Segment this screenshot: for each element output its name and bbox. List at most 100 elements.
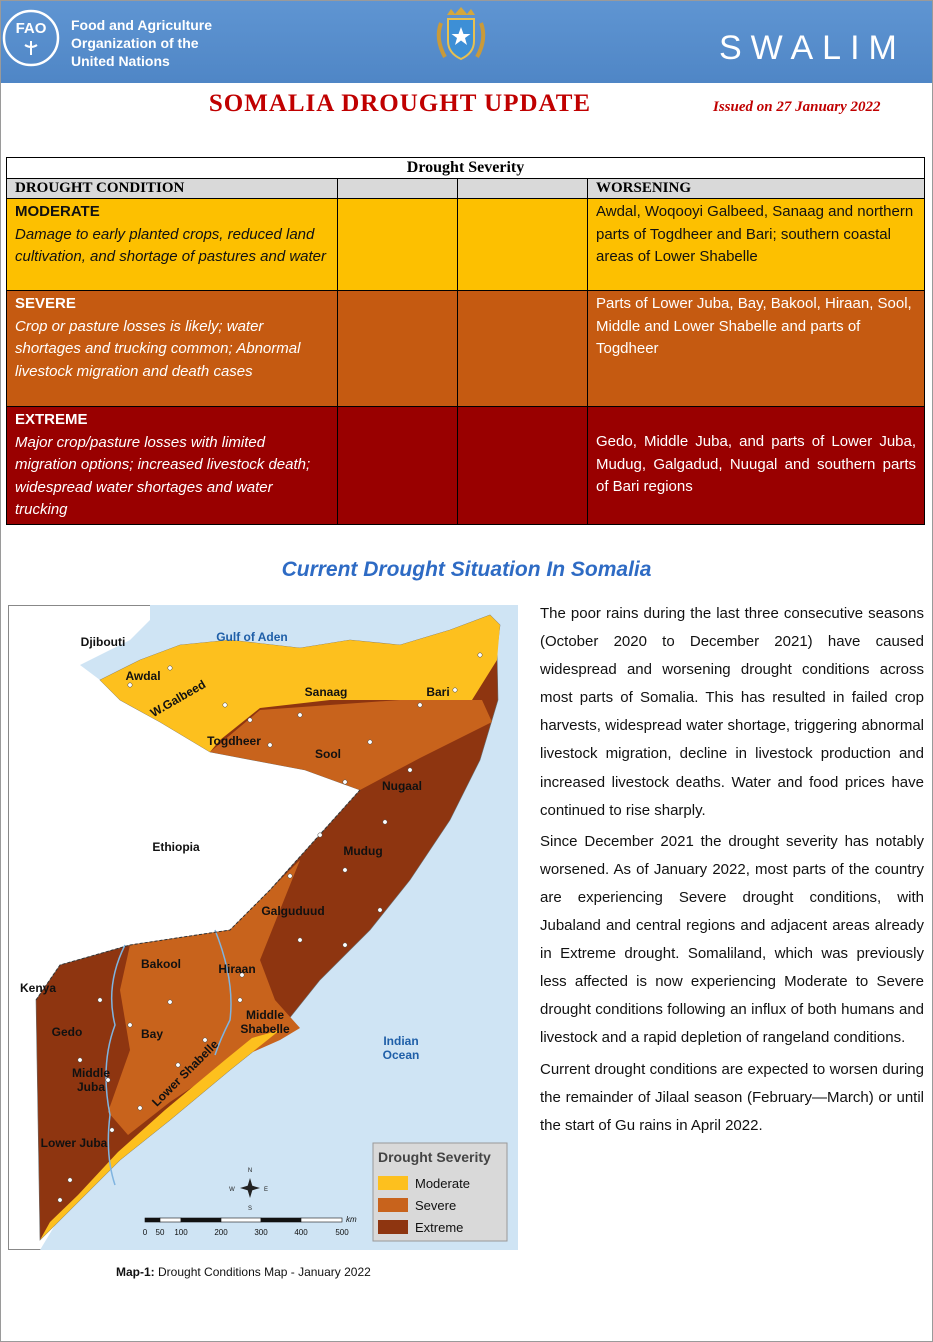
town-dot <box>342 942 348 948</box>
legend-label: Extreme <box>415 1220 463 1235</box>
condition-description: Damage to early planted crops, reduced l… <box>15 225 327 266</box>
header-band: FAO SWALIM Food and Agriculture Organiza… <box>1 1 932 83</box>
map-label-line: Bay <box>141 1027 163 1041</box>
compass-letter: N <box>248 1168 252 1174</box>
header-graphics: FAO SWALIM <box>2 7 897 67</box>
town-dot <box>237 997 243 1003</box>
scale-segment <box>300 1217 343 1223</box>
issue-date: Issued on 27 January 2022 <box>713 99 881 115</box>
legend-label: Severe <box>415 1198 456 1213</box>
region-moderate <box>100 615 500 752</box>
map-label-line: Nugaal <box>382 779 422 793</box>
map-caption: Map-1: Drought Conditions Map - January … <box>116 1265 371 1279</box>
areas-cell: Gedo, Middle Juba, and parts of Lower Ju… <box>586 406 926 525</box>
condition-level: EXTREME <box>15 411 88 428</box>
region-severe <box>210 700 492 790</box>
town-dot <box>127 682 133 688</box>
map-label: Kenya <box>20 981 56 995</box>
town-dot <box>127 1022 133 1028</box>
severity-table: Drought Severity DROUGHT CONDITION WORSEN… <box>5 157 926 525</box>
scale-label: 50 <box>156 1228 165 1237</box>
map-label: Togdheer <box>207 734 261 748</box>
areas-cell: Awdal, Woqooyi Galbeed, Sanaag and north… <box>586 198 926 291</box>
map-label-line: Indian <box>383 1034 418 1048</box>
map-label: Lower Juba <box>41 1136 108 1150</box>
map-label-line: Mudug <box>343 844 382 858</box>
town-dot <box>222 702 228 708</box>
town-dot <box>175 1062 181 1068</box>
map-label-line: Middle <box>246 1008 284 1022</box>
scale-segment <box>260 1217 302 1223</box>
legend-swatch <box>378 1198 408 1212</box>
map-label: Hiraan <box>218 962 255 976</box>
map-label-line: Gulf of Aden <box>216 630 288 644</box>
map-label: Mudug <box>343 844 382 858</box>
map-label: Indian Ocean <box>383 1034 420 1062</box>
map-label-line: Sanaag <box>305 685 348 699</box>
map-label: Bay <box>141 1027 163 1041</box>
map-label: Sool <box>315 747 341 761</box>
town-dot <box>317 832 323 838</box>
table-row: EXTREME Major crop/pasture losses with li… <box>6 406 926 525</box>
scale-segment <box>144 1217 161 1223</box>
map-label: Gulf of Aden <box>216 630 288 644</box>
map-label-line: Gedo <box>52 1025 83 1039</box>
sea <box>40 605 518 1250</box>
map-label-line: Kenya <box>20 981 56 995</box>
empty-cell <box>337 406 458 525</box>
org-name: United Nations <box>71 53 170 69</box>
map-label: Gedo <box>52 1025 83 1039</box>
condition-description: Major crop/pasture losses with limited m… <box>15 433 311 519</box>
table-row: MODERATE Damage to early planted crops, r… <box>6 198 926 291</box>
legend-swatch <box>378 1176 408 1190</box>
town-dot <box>239 972 245 978</box>
map-label-line: Bakool <box>141 957 181 971</box>
map-caption-text: Drought Conditions Map - January 2022 <box>158 1265 371 1279</box>
town-dot <box>77 1057 83 1063</box>
org-name: Food and Agriculture <box>71 17 213 33</box>
town-dot <box>105 1077 111 1083</box>
town-dot <box>137 1105 143 1111</box>
town-dot <box>247 717 253 723</box>
empty-cell <box>337 290 458 407</box>
map-label-line: Lower Juba <box>41 1136 108 1150</box>
compass-letter: E <box>264 1187 268 1193</box>
empty-cell <box>457 198 588 291</box>
map-label: Galguduud <box>261 904 324 918</box>
scale-label: 0 <box>143 1228 148 1237</box>
scale-label: 500 <box>335 1228 349 1237</box>
town-dot <box>57 1197 63 1203</box>
map-label-line: Bari <box>426 685 449 699</box>
town-dot <box>382 819 388 825</box>
scale-label: 100 <box>174 1228 188 1237</box>
town-dot <box>267 742 273 748</box>
town-dot <box>342 779 348 785</box>
empty-cell <box>457 406 588 525</box>
town-dot <box>202 1037 208 1043</box>
town-dot <box>297 937 303 943</box>
condition-level: SEVERE <box>15 295 76 312</box>
paragraph: Since December 2021 the drought severity… <box>540 832 924 1047</box>
map-label: Djibouti <box>81 635 126 649</box>
scale-segment <box>180 1217 222 1223</box>
empty-cell <box>457 290 588 407</box>
town-dot <box>407 767 413 773</box>
scale-label: 300 <box>254 1228 268 1237</box>
map-label: Bakool <box>141 957 181 971</box>
map-label: Ethiopia <box>152 840 200 854</box>
map-label-line: Awdal <box>125 669 160 683</box>
town-dot <box>97 997 103 1003</box>
scale-segment <box>220 1217 262 1223</box>
paragraph: Current drought conditions are expected … <box>540 1060 924 1134</box>
condition-level: MODERATE <box>15 203 100 220</box>
town-dot <box>287 873 293 879</box>
map-label-line: Shabelle <box>240 1022 290 1036</box>
map-caption-label: Map-1: <box>116 1265 155 1279</box>
legend-label: Moderate <box>415 1176 470 1191</box>
town-dot <box>67 1177 73 1183</box>
town-dot <box>167 665 173 671</box>
map-label: Middle Shabelle <box>240 1008 290 1036</box>
compass-letter: W <box>229 1187 235 1193</box>
legend-swatch <box>378 1220 408 1234</box>
